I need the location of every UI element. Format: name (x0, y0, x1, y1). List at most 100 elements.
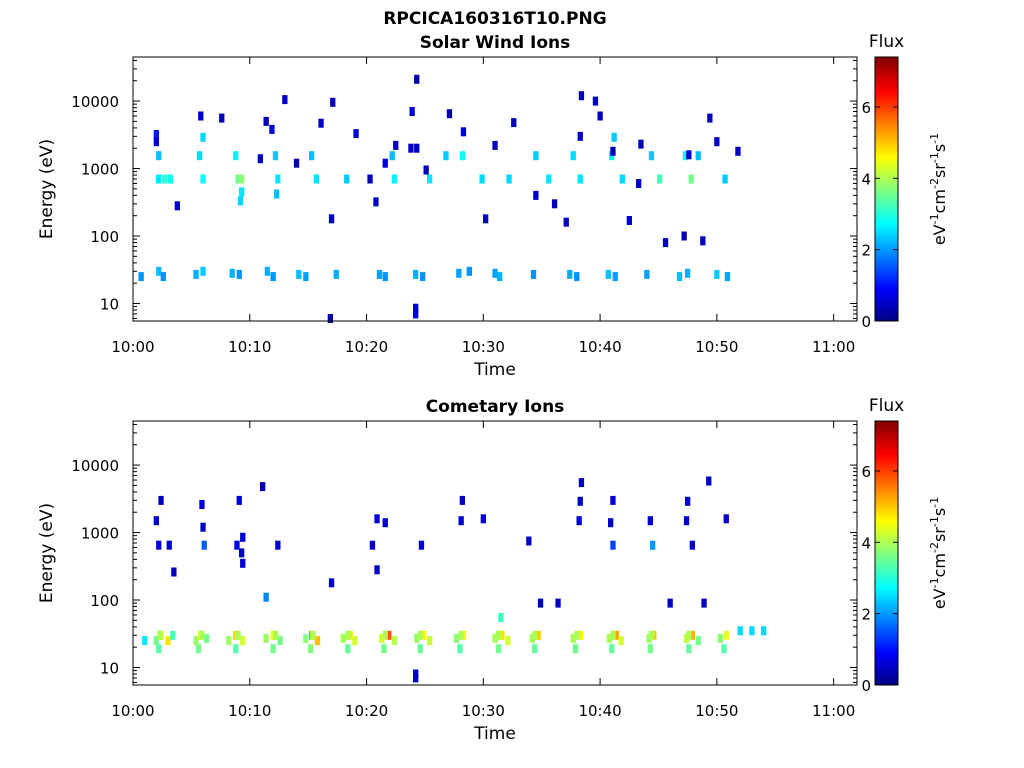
spectrogram-cell (460, 127, 467, 137)
spectrogram-cell (612, 272, 618, 282)
spectrogram-cell (577, 630, 583, 640)
spectrogram-cell (686, 150, 692, 160)
spectrogram-cell (417, 630, 423, 640)
spectrogram-cell (260, 482, 266, 492)
x-tick-label: 10:40 (578, 338, 621, 356)
spectrogram-cell (530, 269, 537, 279)
spectrogram-cell (682, 151, 688, 161)
spectrogram-cell (613, 630, 620, 640)
spectrogram-cell (309, 151, 315, 161)
panel-cometary-ions: 10:00 10:10 10:20 10:30 10:40 10:50 11:00 10 100… (37, 396, 949, 744)
spectrogram-cell (506, 174, 512, 184)
spectrogram-cell (701, 598, 707, 608)
spectrogram-cell (369, 540, 376, 550)
spectrogram-cell (376, 269, 383, 279)
spectrogram-cell (667, 598, 673, 608)
spectrogram-cell (418, 540, 425, 550)
spectrogram-cell (466, 266, 472, 276)
spectrogram-cell (492, 268, 498, 278)
spectrogram-cell (456, 268, 462, 278)
spectrogram-cells (142, 476, 767, 683)
x-axis-label: Time (473, 724, 516, 744)
x-tick-label: 10:10 (228, 702, 271, 720)
spectrogram-cell (610, 540, 616, 550)
spectrogram-cell (199, 630, 205, 640)
spectrogram-cell (535, 630, 541, 640)
spectrogram-cell (650, 540, 656, 550)
spectrogram-cell (240, 636, 246, 646)
spectrogram-cell (567, 269, 573, 279)
spectrogram-cell (240, 558, 246, 568)
x-tick-label: 10:50 (695, 338, 738, 356)
spectrogram-cell (427, 174, 433, 184)
spectrogram-cells (138, 74, 741, 323)
spectrogram-cell (275, 540, 281, 550)
x-tick-label: 10:50 (695, 702, 738, 720)
spectrogram-cell (695, 636, 701, 646)
spectrogram-cell (269, 124, 275, 134)
spectrogram-cell (676, 272, 683, 282)
spectrogram-cell (681, 231, 687, 241)
spectrogram-cell (272, 151, 279, 161)
spectrogram-cell (423, 165, 429, 175)
spectrogram-cell (737, 626, 743, 636)
spectrogram-cell (458, 516, 464, 526)
panel-title: Solar Wind Ions (420, 33, 571, 53)
spectrogram-cell (275, 174, 281, 184)
figure-title: RPCICA160316T10.PNG (383, 9, 606, 29)
colorbar-gradient (874, 420, 899, 686)
spectrogram-cell (546, 174, 552, 184)
spectrogram-cell (373, 197, 379, 207)
y-tick-label: 1000 (81, 161, 119, 179)
colorbar-tick-label: 2 (861, 242, 871, 260)
spectrogram-cell (499, 630, 505, 640)
spectrogram-cell (393, 140, 399, 150)
y-tick-label: 10 (100, 295, 119, 313)
colorbar: 0 2 4 6 Flux eV-1cm-2sr-1s-1 (861, 32, 949, 331)
spectrogram-cell (170, 630, 176, 640)
spectrogram-cell (414, 74, 420, 84)
spectrogram-cell (608, 518, 614, 528)
colorbar-gradient (874, 56, 899, 322)
colorbar-tick-label: 6 (861, 463, 871, 481)
spectrogram-cell (167, 174, 173, 184)
y-tick-label: 10000 (71, 457, 119, 475)
spectrogram-cell (459, 151, 465, 161)
spectrogram-cell (683, 516, 690, 526)
spectrogram-cell (417, 644, 423, 654)
spectrogram-cell (156, 644, 162, 654)
spectrogram-cell (761, 626, 767, 636)
spectrogram-cell (236, 495, 242, 505)
colorbar-title: Flux (869, 396, 904, 416)
spectrogram-cell (570, 633, 576, 643)
spectrogram-cell (497, 272, 503, 282)
spectrogram-cell (498, 613, 504, 622)
spectrogram-cell (717, 633, 723, 643)
spectrogram-cell (572, 644, 579, 654)
spectrogram-cell (263, 116, 269, 126)
panel-title: Cometary Ions (426, 397, 565, 417)
spectrogram-cell (563, 217, 569, 227)
spectrogram-cell (706, 476, 712, 486)
spectrogram-cell (200, 266, 206, 276)
spectrogram-cell (577, 174, 583, 184)
spectrogram-cell (340, 633, 346, 643)
spectrogram-cell (234, 540, 240, 550)
spectrogram-cell (263, 592, 269, 602)
colorbar-tick-label: 2 (861, 606, 871, 624)
spectrogram-cell (391, 636, 398, 646)
spectrogram-cell (200, 174, 206, 184)
spectrogram-cell (270, 272, 276, 282)
spectrogram-cell (219, 113, 225, 123)
spectrogram-cell (626, 216, 632, 225)
spectrogram-cell (237, 196, 244, 206)
spectrogram-cell (344, 174, 350, 184)
spectrogram-cell (239, 174, 245, 184)
spectrogram-cell (382, 630, 388, 640)
spectrogram-cell (345, 644, 351, 654)
spectrogram-cell (293, 158, 300, 168)
spectrogram-cell (327, 314, 333, 323)
colorbar-unit-label: eV-1cm-2sr-1s-1 (928, 133, 949, 245)
spectrogram-cell (374, 514, 380, 524)
x-tick-label: 10:00 (111, 702, 154, 720)
